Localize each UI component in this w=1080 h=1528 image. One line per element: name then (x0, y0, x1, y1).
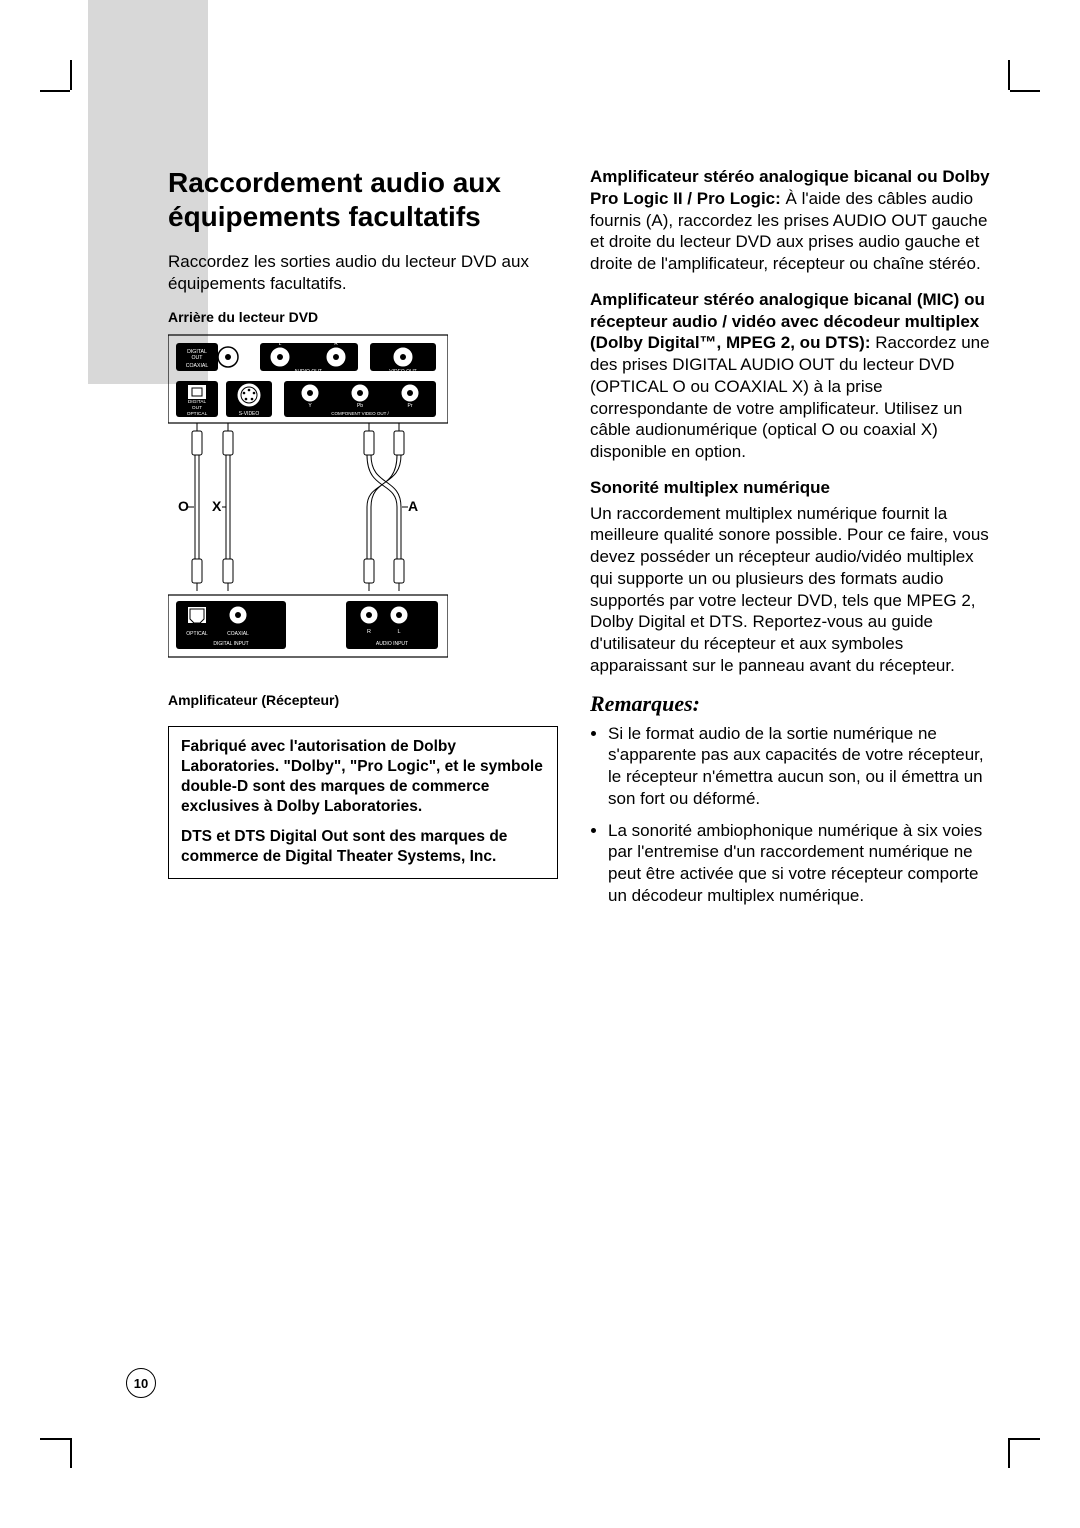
svg-text:R: R (367, 629, 371, 635)
svg-text:R: R (334, 341, 338, 347)
svg-text:COAXIAL: COAXIAL (186, 363, 209, 369)
svg-text:L: L (279, 341, 282, 347)
trademark-notice-box: Fabriqué avec l'autorisation de Dolby La… (168, 726, 558, 879)
svg-text:DIGITAL: DIGITAL (188, 399, 207, 405)
section-title: Raccordement audio aux équipements facul… (168, 166, 558, 233)
notes-heading: Remarques: (590, 691, 1000, 717)
crop-mark (1008, 1438, 1010, 1468)
svg-text:O: O (178, 498, 189, 514)
crop-mark (70, 1438, 72, 1468)
right-column: Amplificateur stéréo analogique bicanal … (590, 166, 1000, 917)
svg-text:AUDIO INPUT: AUDIO INPUT (376, 641, 408, 647)
svg-text:L: L (397, 629, 400, 635)
diagram-svg: DIGITAL OUT COAXIAL L R AUDIO OUT (168, 331, 448, 681)
svg-text:OPTICAL: OPTICAL (187, 411, 208, 417)
crop-mark (40, 1438, 70, 1440)
svg-text:OUT: OUT (244, 417, 255, 423)
crop-mark (1010, 1438, 1040, 1440)
para-amp-digital-body: Raccordez une des prises DIGITAL AUDIO O… (590, 333, 990, 461)
page: Raccordement audio aux équipements facul… (0, 0, 1080, 1528)
para-multiplex-body: Un raccordement multiplex numérique four… (590, 503, 1000, 677)
crop-mark (40, 90, 70, 92)
svg-text:A: A (408, 498, 418, 514)
note-item: La sonorité ambiophonique numérique à si… (608, 820, 1000, 907)
page-number-value: 10 (134, 1376, 148, 1391)
svg-text:AUDIO OUT: AUDIO OUT (294, 369, 322, 375)
svg-text:COAXIAL: COAXIAL (227, 631, 249, 637)
left-column: Raccordement audio aux équipements facul… (168, 166, 558, 917)
content-area: Raccordement audio aux équipements facul… (168, 166, 1000, 917)
svg-text:Pr: Pr (408, 403, 413, 409)
note-item: Si le format audio de la sortie numériqu… (608, 723, 1000, 810)
diagram-bottom-label: Amplificateur (Récepteur) (168, 692, 558, 708)
crop-mark (70, 60, 72, 90)
crop-mark (1010, 90, 1040, 92)
notice-dolby: Fabriqué avec l'autorisation de Dolby La… (181, 737, 545, 818)
notes-list: Si le format audio de la sortie numériqu… (590, 723, 1000, 907)
svg-text:OPTICAL: OPTICAL (186, 631, 208, 637)
notice-dts: DTS et DTS Digital Out sont des marques … (181, 827, 545, 867)
intro-paragraph: Raccordez les sorties audio du lecteur D… (168, 251, 558, 295)
para-multiplex-head: Sonorité multiplex numérique (590, 478, 830, 497)
para-amp-analog: Amplificateur stéréo analogique bicanal … (590, 166, 1000, 275)
svg-text:DIGITAL INPUT: DIGITAL INPUT (213, 641, 248, 647)
svg-text:PROGRESSIVE SCAN: PROGRESSIVE SCAN (337, 417, 384, 422)
svg-text:Pb: Pb (357, 403, 363, 409)
wiring-diagram: DIGITAL OUT COAXIAL L R AUDIO OUT (168, 331, 558, 686)
diagram-top-label: Arrière du lecteur DVD (168, 309, 558, 325)
crop-mark (1008, 60, 1010, 90)
svg-text:X: X (212, 498, 222, 514)
para-amp-digital: Amplificateur stéréo analogique bicanal … (590, 289, 1000, 463)
para-multiplex: Sonorité multiplex numérique (590, 477, 1000, 499)
svg-text:VIDEO OUT: VIDEO OUT (389, 369, 417, 375)
svg-text:OUT: OUT (192, 405, 202, 411)
page-number: 10 (126, 1368, 156, 1398)
svg-text:OUT: OUT (192, 355, 204, 361)
svg-text:COMPONENT VIDEO OUT /: COMPONENT VIDEO OUT / (331, 411, 389, 416)
cable-plug-top (192, 423, 404, 455)
